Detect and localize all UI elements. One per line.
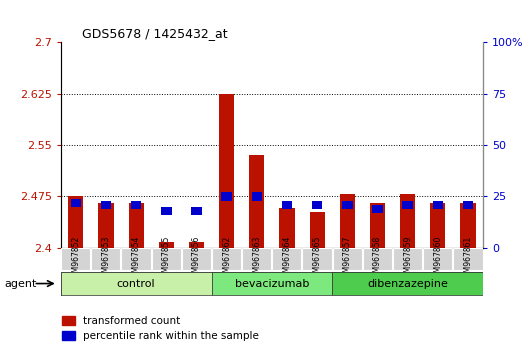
Bar [400,194,415,248]
Bar [191,207,202,215]
Text: GSM967865: GSM967865 [313,236,322,282]
Bar [312,201,323,209]
Bar [432,201,443,209]
Text: bevacizumab: bevacizumab [235,279,309,289]
Text: GSM967861: GSM967861 [464,236,473,282]
Bar [430,203,446,248]
Bar [189,242,204,248]
Bar [402,201,413,209]
FancyBboxPatch shape [182,248,211,270]
FancyBboxPatch shape [212,248,241,270]
Text: GSM967852: GSM967852 [71,236,80,282]
FancyBboxPatch shape [61,272,483,296]
Text: GSM967858: GSM967858 [373,236,382,282]
Bar [71,199,81,207]
FancyBboxPatch shape [303,248,332,270]
Bar [98,203,114,248]
Text: GSM967862: GSM967862 [222,236,231,282]
Bar [309,212,325,248]
Text: GDS5678 / 1425432_at: GDS5678 / 1425432_at [82,27,228,40]
Bar [68,196,83,248]
Bar [101,201,111,209]
Bar [370,203,385,248]
Bar [131,201,142,209]
FancyBboxPatch shape [453,248,483,270]
FancyBboxPatch shape [61,272,212,295]
Legend: transformed count, percentile rank within the sample: transformed count, percentile rank withi… [58,312,263,345]
Text: GSM967859: GSM967859 [403,236,412,282]
Text: GSM967863: GSM967863 [252,236,261,282]
Bar [463,201,473,209]
FancyBboxPatch shape [242,248,271,270]
FancyBboxPatch shape [332,272,483,295]
FancyBboxPatch shape [393,248,422,270]
Text: dibenzazepine: dibenzazepine [367,279,448,289]
Bar [372,205,383,213]
Text: GSM967860: GSM967860 [433,236,442,282]
FancyBboxPatch shape [333,248,362,270]
Bar [460,203,476,248]
Text: control: control [117,279,155,289]
FancyBboxPatch shape [61,248,90,270]
FancyBboxPatch shape [363,248,392,270]
Text: GSM967855: GSM967855 [162,236,171,282]
FancyBboxPatch shape [212,272,332,295]
Bar [129,203,144,248]
Bar [251,192,262,201]
Text: GSM967857: GSM967857 [343,236,352,282]
FancyBboxPatch shape [272,248,301,270]
Bar [282,201,293,209]
Text: GSM967854: GSM967854 [131,236,140,282]
Text: GSM967856: GSM967856 [192,236,201,282]
FancyBboxPatch shape [423,248,452,270]
Bar [340,194,355,248]
Bar [219,95,234,248]
Text: GSM967864: GSM967864 [282,236,291,282]
Bar [279,208,295,248]
Bar [249,155,265,248]
Bar [342,201,353,209]
Text: agent: agent [5,279,37,289]
FancyBboxPatch shape [152,248,181,270]
Bar [221,192,232,201]
FancyBboxPatch shape [91,248,120,270]
Bar [161,207,172,215]
FancyBboxPatch shape [121,248,150,270]
Bar [159,242,174,248]
Text: GSM967853: GSM967853 [101,236,110,282]
